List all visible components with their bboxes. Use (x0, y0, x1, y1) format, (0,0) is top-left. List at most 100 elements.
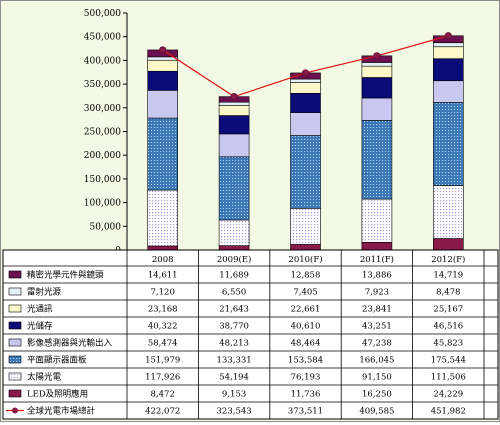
y-tick-label: 100,000 (84, 199, 121, 209)
y-tick-label: 350,000 (84, 80, 121, 90)
data-label: 14,719 (433, 271, 463, 281)
y-tick-label: 200,000 (84, 151, 121, 161)
bar-segment (432, 80, 464, 103)
data-label: 111,506 (431, 373, 466, 383)
bar-segment (432, 238, 464, 251)
bar-segment (147, 90, 178, 119)
bar-segment (432, 185, 464, 239)
bar-segment (218, 133, 250, 158)
bar-segment (147, 59, 178, 72)
data-label: 7,120 (151, 288, 175, 298)
legend-label: 光通訊 (27, 304, 53, 315)
bar-segment (218, 245, 250, 251)
data-label: 16,250 (362, 390, 392, 400)
x-category-label: 2011(F) (360, 254, 394, 265)
data-label: 323,543 (217, 407, 252, 417)
bar-segment (361, 97, 393, 121)
bar-segment (147, 245, 178, 251)
data-table (2, 249, 499, 420)
bar-segment (361, 198, 393, 243)
data-label: 76,193 (291, 373, 321, 383)
data-label: 13,886 (362, 271, 392, 281)
legend-key (8, 372, 22, 381)
data-label: 14,611 (148, 271, 178, 281)
data-label: 451,982 (431, 407, 466, 417)
x-category-label: 2008 (152, 255, 174, 265)
x-category-label: 2012(F) (431, 254, 465, 265)
total-line-marker (301, 69, 310, 77)
bar-segment (361, 77, 393, 99)
legend-label: 太陽光電 (27, 372, 62, 383)
bar-segment (361, 120, 393, 200)
data-label: 166,045 (359, 356, 394, 366)
data-label: 54,194 (219, 373, 249, 383)
bar-segment (290, 135, 321, 209)
data-label: 40,322 (148, 322, 178, 332)
data-label: 117,926 (145, 373, 180, 383)
legend-key (8, 304, 22, 313)
bar-segment (147, 189, 178, 247)
data-label: 409,585 (359, 407, 394, 417)
data-label: 46,516 (433, 322, 463, 332)
legend-key (8, 389, 22, 398)
bar-segment (432, 102, 464, 186)
total-line-marker (444, 32, 452, 40)
legend-key (8, 338, 22, 347)
data-label: 7,405 (293, 288, 317, 298)
data-label: 48,464 (291, 339, 321, 349)
bar-segment (218, 156, 250, 221)
total-line-marker (159, 46, 167, 54)
total-line-marker (373, 52, 381, 60)
data-label: 38,770 (219, 322, 249, 332)
data-label: 48,213 (219, 339, 249, 349)
y-tick-label: 250,000 (84, 128, 121, 138)
y-tick-label: 400,000 (84, 56, 121, 66)
data-label: 9,153 (222, 390, 246, 400)
bar-segment (290, 208, 321, 245)
bar-segment (218, 104, 250, 116)
data-label: 7,923 (365, 288, 389, 298)
legend-label: 全球光電市場總計 (27, 406, 96, 417)
data-label: 373,511 (288, 407, 323, 417)
legend-label: 精密光學元件與鏡頭 (27, 270, 104, 281)
total-line-marker (230, 93, 238, 101)
bar-segment (361, 65, 393, 78)
data-label: 23,841 (362, 305, 392, 315)
data-label: 43,251 (362, 322, 392, 332)
bar-segment (218, 115, 250, 135)
legend-label: 影像感測器與光輸出入 (27, 338, 113, 349)
legend-label: 雷射光源 (27, 287, 62, 298)
legend-key (8, 355, 22, 364)
bar-segment (432, 46, 464, 59)
data-label: 47,238 (362, 339, 392, 349)
bar-segment (432, 42, 464, 48)
data-label: 58,474 (148, 339, 178, 349)
bar-segment (290, 93, 321, 113)
data-label: 40,610 (291, 322, 321, 332)
bar-segment (361, 62, 393, 67)
y-tick-label: 300,000 (84, 104, 121, 114)
data-label: 6,550 (222, 288, 246, 298)
legend-key (8, 270, 22, 279)
bar-segment (218, 101, 250, 106)
data-label: 422,072 (145, 407, 180, 417)
data-label: 12,858 (291, 271, 321, 281)
bar-segment (290, 244, 321, 251)
bar-segment (147, 70, 178, 91)
data-label: 45,823 (433, 339, 463, 349)
data-label: 22,661 (291, 305, 321, 315)
data-label: 151,979 (145, 356, 180, 366)
x-category-label: 2009(E) (217, 254, 251, 265)
y-tick-label: 500,000 (84, 9, 121, 19)
legend-label: 光儲存 (27, 321, 53, 332)
x-category-label: 2010(F) (288, 254, 322, 265)
data-label: 11,736 (291, 390, 321, 400)
legend-marker-key (12, 407, 18, 414)
data-label: 21,643 (219, 305, 249, 315)
data-label: 175,544 (431, 356, 466, 366)
legend-key (8, 321, 22, 330)
bar-segment (432, 58, 464, 82)
legend-label: LED及照明應用 (27, 389, 88, 400)
legend-label: 平面顯示器面板 (27, 355, 87, 366)
